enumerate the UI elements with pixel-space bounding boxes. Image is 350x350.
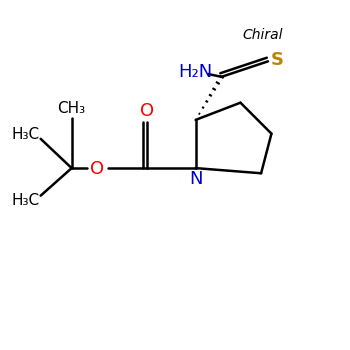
Text: H₂N: H₂N: [178, 63, 213, 80]
Text: CH₃: CH₃: [58, 101, 86, 116]
Text: O: O: [90, 160, 104, 178]
Text: O: O: [140, 102, 154, 120]
Text: H₃C: H₃C: [11, 127, 39, 142]
Text: Chiral: Chiral: [243, 28, 283, 42]
Text: S: S: [271, 51, 284, 69]
Text: N: N: [189, 170, 202, 188]
Text: H₃C: H₃C: [11, 193, 39, 208]
